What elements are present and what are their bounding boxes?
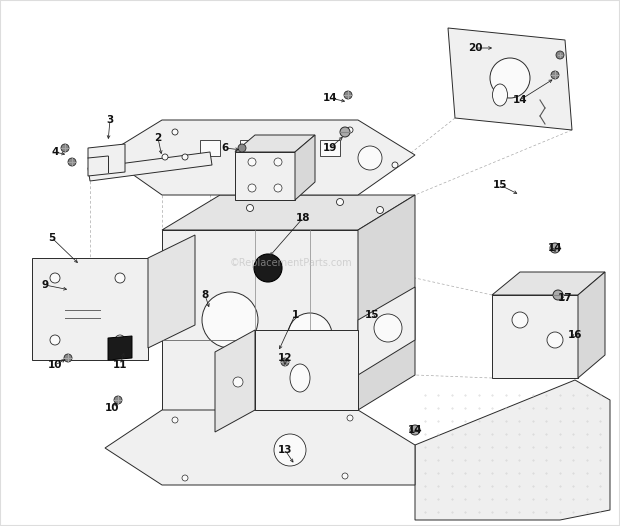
Text: ©ReplacementParts.com: ©ReplacementParts.com xyxy=(230,258,353,268)
Polygon shape xyxy=(235,135,315,152)
Text: 15: 15 xyxy=(493,180,507,190)
Polygon shape xyxy=(358,195,415,410)
Text: 10: 10 xyxy=(48,360,62,370)
Text: 20: 20 xyxy=(467,43,482,53)
Circle shape xyxy=(376,207,384,214)
Circle shape xyxy=(288,313,332,357)
Circle shape xyxy=(337,198,343,206)
Circle shape xyxy=(233,377,243,387)
Text: 3: 3 xyxy=(107,115,113,125)
Polygon shape xyxy=(108,336,132,360)
Circle shape xyxy=(340,127,350,137)
Circle shape xyxy=(248,158,256,166)
Circle shape xyxy=(50,335,60,345)
Text: 8: 8 xyxy=(202,290,208,300)
Circle shape xyxy=(344,91,352,99)
Circle shape xyxy=(107,160,113,166)
Text: 13: 13 xyxy=(278,445,292,455)
Circle shape xyxy=(550,243,560,253)
Polygon shape xyxy=(448,28,572,130)
Circle shape xyxy=(64,354,72,362)
Text: 14: 14 xyxy=(408,425,422,435)
Circle shape xyxy=(274,184,282,192)
Polygon shape xyxy=(295,135,315,200)
Text: 9: 9 xyxy=(42,280,48,290)
Circle shape xyxy=(115,335,125,345)
Polygon shape xyxy=(88,144,125,176)
Circle shape xyxy=(490,58,530,98)
Circle shape xyxy=(115,273,125,283)
Circle shape xyxy=(172,129,178,135)
Circle shape xyxy=(247,205,254,211)
Polygon shape xyxy=(32,258,148,360)
Polygon shape xyxy=(320,140,340,156)
Text: 14: 14 xyxy=(513,95,528,105)
Circle shape xyxy=(274,434,306,466)
Circle shape xyxy=(553,290,563,300)
Polygon shape xyxy=(105,410,415,485)
Text: 6: 6 xyxy=(221,143,229,153)
Polygon shape xyxy=(280,140,300,156)
Text: 2: 2 xyxy=(154,133,162,143)
Polygon shape xyxy=(200,140,220,156)
Polygon shape xyxy=(162,195,415,230)
Polygon shape xyxy=(492,295,578,378)
Circle shape xyxy=(556,51,564,59)
Polygon shape xyxy=(105,120,415,195)
Circle shape xyxy=(547,332,563,348)
Text: 11: 11 xyxy=(113,360,127,370)
Polygon shape xyxy=(415,380,610,520)
Circle shape xyxy=(162,154,168,160)
Circle shape xyxy=(68,158,76,166)
Circle shape xyxy=(281,358,289,366)
Circle shape xyxy=(512,312,528,328)
Polygon shape xyxy=(162,230,358,410)
Text: 19: 19 xyxy=(323,143,337,153)
Circle shape xyxy=(50,273,60,283)
Text: 14: 14 xyxy=(322,93,337,103)
Circle shape xyxy=(410,425,420,435)
Polygon shape xyxy=(240,140,260,156)
Circle shape xyxy=(342,473,348,479)
Text: 10: 10 xyxy=(105,403,119,413)
Circle shape xyxy=(202,292,258,348)
Circle shape xyxy=(248,184,256,192)
Text: 12: 12 xyxy=(278,353,292,363)
Polygon shape xyxy=(215,330,255,432)
Circle shape xyxy=(274,158,282,166)
Circle shape xyxy=(114,396,122,404)
Circle shape xyxy=(347,415,353,421)
Text: 14: 14 xyxy=(547,243,562,253)
Text: 16: 16 xyxy=(568,330,582,340)
Circle shape xyxy=(551,71,559,79)
Text: 17: 17 xyxy=(557,293,572,303)
Text: 18: 18 xyxy=(296,213,310,223)
Circle shape xyxy=(182,475,188,481)
Circle shape xyxy=(392,162,398,168)
Text: 15: 15 xyxy=(365,310,379,320)
Text: 1: 1 xyxy=(291,310,299,320)
Text: 4: 4 xyxy=(51,147,59,157)
Polygon shape xyxy=(88,152,212,181)
Circle shape xyxy=(374,314,402,342)
Circle shape xyxy=(172,417,178,423)
Circle shape xyxy=(358,146,382,170)
Ellipse shape xyxy=(492,84,508,106)
Polygon shape xyxy=(148,235,195,348)
Circle shape xyxy=(238,144,246,152)
Polygon shape xyxy=(235,152,295,200)
Polygon shape xyxy=(255,330,358,410)
Polygon shape xyxy=(358,287,415,375)
Circle shape xyxy=(254,254,282,282)
Circle shape xyxy=(61,144,69,152)
Polygon shape xyxy=(578,272,605,378)
Polygon shape xyxy=(492,272,605,295)
Text: 5: 5 xyxy=(48,233,56,243)
Circle shape xyxy=(347,127,353,133)
Circle shape xyxy=(182,154,188,160)
Ellipse shape xyxy=(290,364,310,392)
